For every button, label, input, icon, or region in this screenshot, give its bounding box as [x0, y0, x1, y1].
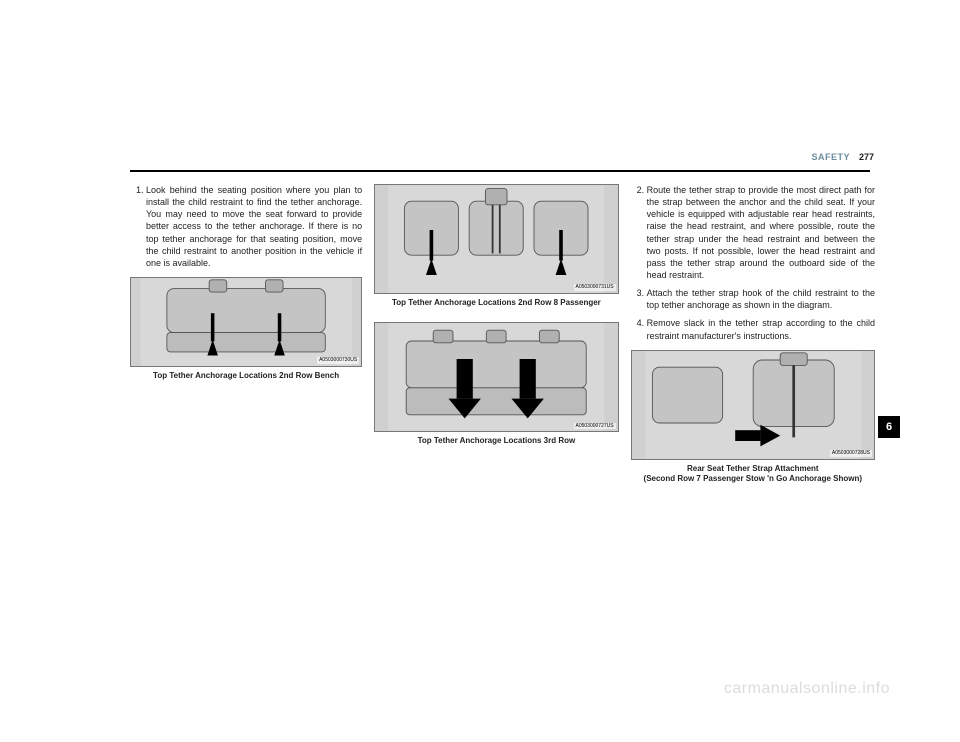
- step-list-1: Look behind the seating position where y…: [130, 184, 362, 269]
- figure-1-image: A0503000730US: [130, 277, 362, 367]
- figure-2: A0503000731US Top Tether Anchorage Locat…: [374, 184, 618, 308]
- column-3: Route the tether strap to provide the mo…: [631, 184, 875, 642]
- seat-tether-attach-icon: [632, 351, 874, 459]
- figure-2-code: A0503000731US: [574, 284, 616, 291]
- seat-bench-icon: [131, 278, 361, 366]
- figure-2-caption: Top Tether Anchorage Locations 2nd Row 8…: [374, 298, 618, 308]
- figure-1: A0503000730US Top Tether Anchorage Locat…: [130, 277, 362, 381]
- figure-4: A0503000728US Rear Seat Tether Strap Att…: [631, 350, 875, 485]
- section-tab: 6: [878, 416, 900, 438]
- watermark-text: carmanualsonline.info: [724, 680, 890, 698]
- step-4: Remove slack in the tether strap accordi…: [647, 317, 875, 341]
- figure-3-code: A0503000727US: [574, 423, 616, 430]
- manual-page: SAFETY 277 Look behind the seating posit…: [0, 0, 960, 742]
- header-section-label: SAFETY: [811, 152, 850, 162]
- figure-3: A0503000727US Top Tether Anchorage Locat…: [374, 322, 618, 446]
- header-page-number: 277: [859, 152, 874, 162]
- seat-3rdrow-icon: [375, 323, 617, 431]
- figure-4-caption: Rear Seat Tether Strap Attachment (Secon…: [631, 464, 875, 485]
- figure-1-caption: Top Tether Anchorage Locations 2nd Row B…: [130, 371, 362, 381]
- figure-4-caption-line2: (Second Row 7 Passenger Stow 'n Go Ancho…: [631, 474, 875, 484]
- column-1: Look behind the seating position where y…: [130, 184, 362, 642]
- figure-2-image: A0503000731US: [374, 184, 618, 294]
- figure-1-code: A0503000730US: [317, 357, 359, 364]
- step-1: Look behind the seating position where y…: [146, 184, 362, 269]
- step-3: Attach the tether strap hook of the chil…: [647, 287, 875, 311]
- content-columns: Look behind the seating position where y…: [130, 184, 875, 642]
- seat-8pass-icon: [375, 185, 617, 293]
- figure-4-code: A0503000728US: [830, 450, 872, 457]
- figure-4-image: A0503000728US: [631, 350, 875, 460]
- column-2: A0503000731US Top Tether Anchorage Locat…: [374, 184, 618, 642]
- step-list-2: Route the tether strap to provide the mo…: [631, 184, 875, 342]
- header-rule: [130, 170, 870, 172]
- figure-3-image: A0503000727US: [374, 322, 618, 432]
- step-2: Route the tether strap to provide the mo…: [647, 184, 875, 281]
- figure-4-caption-line1: Rear Seat Tether Strap Attachment: [631, 464, 875, 474]
- figure-3-caption: Top Tether Anchorage Locations 3rd Row: [374, 436, 618, 446]
